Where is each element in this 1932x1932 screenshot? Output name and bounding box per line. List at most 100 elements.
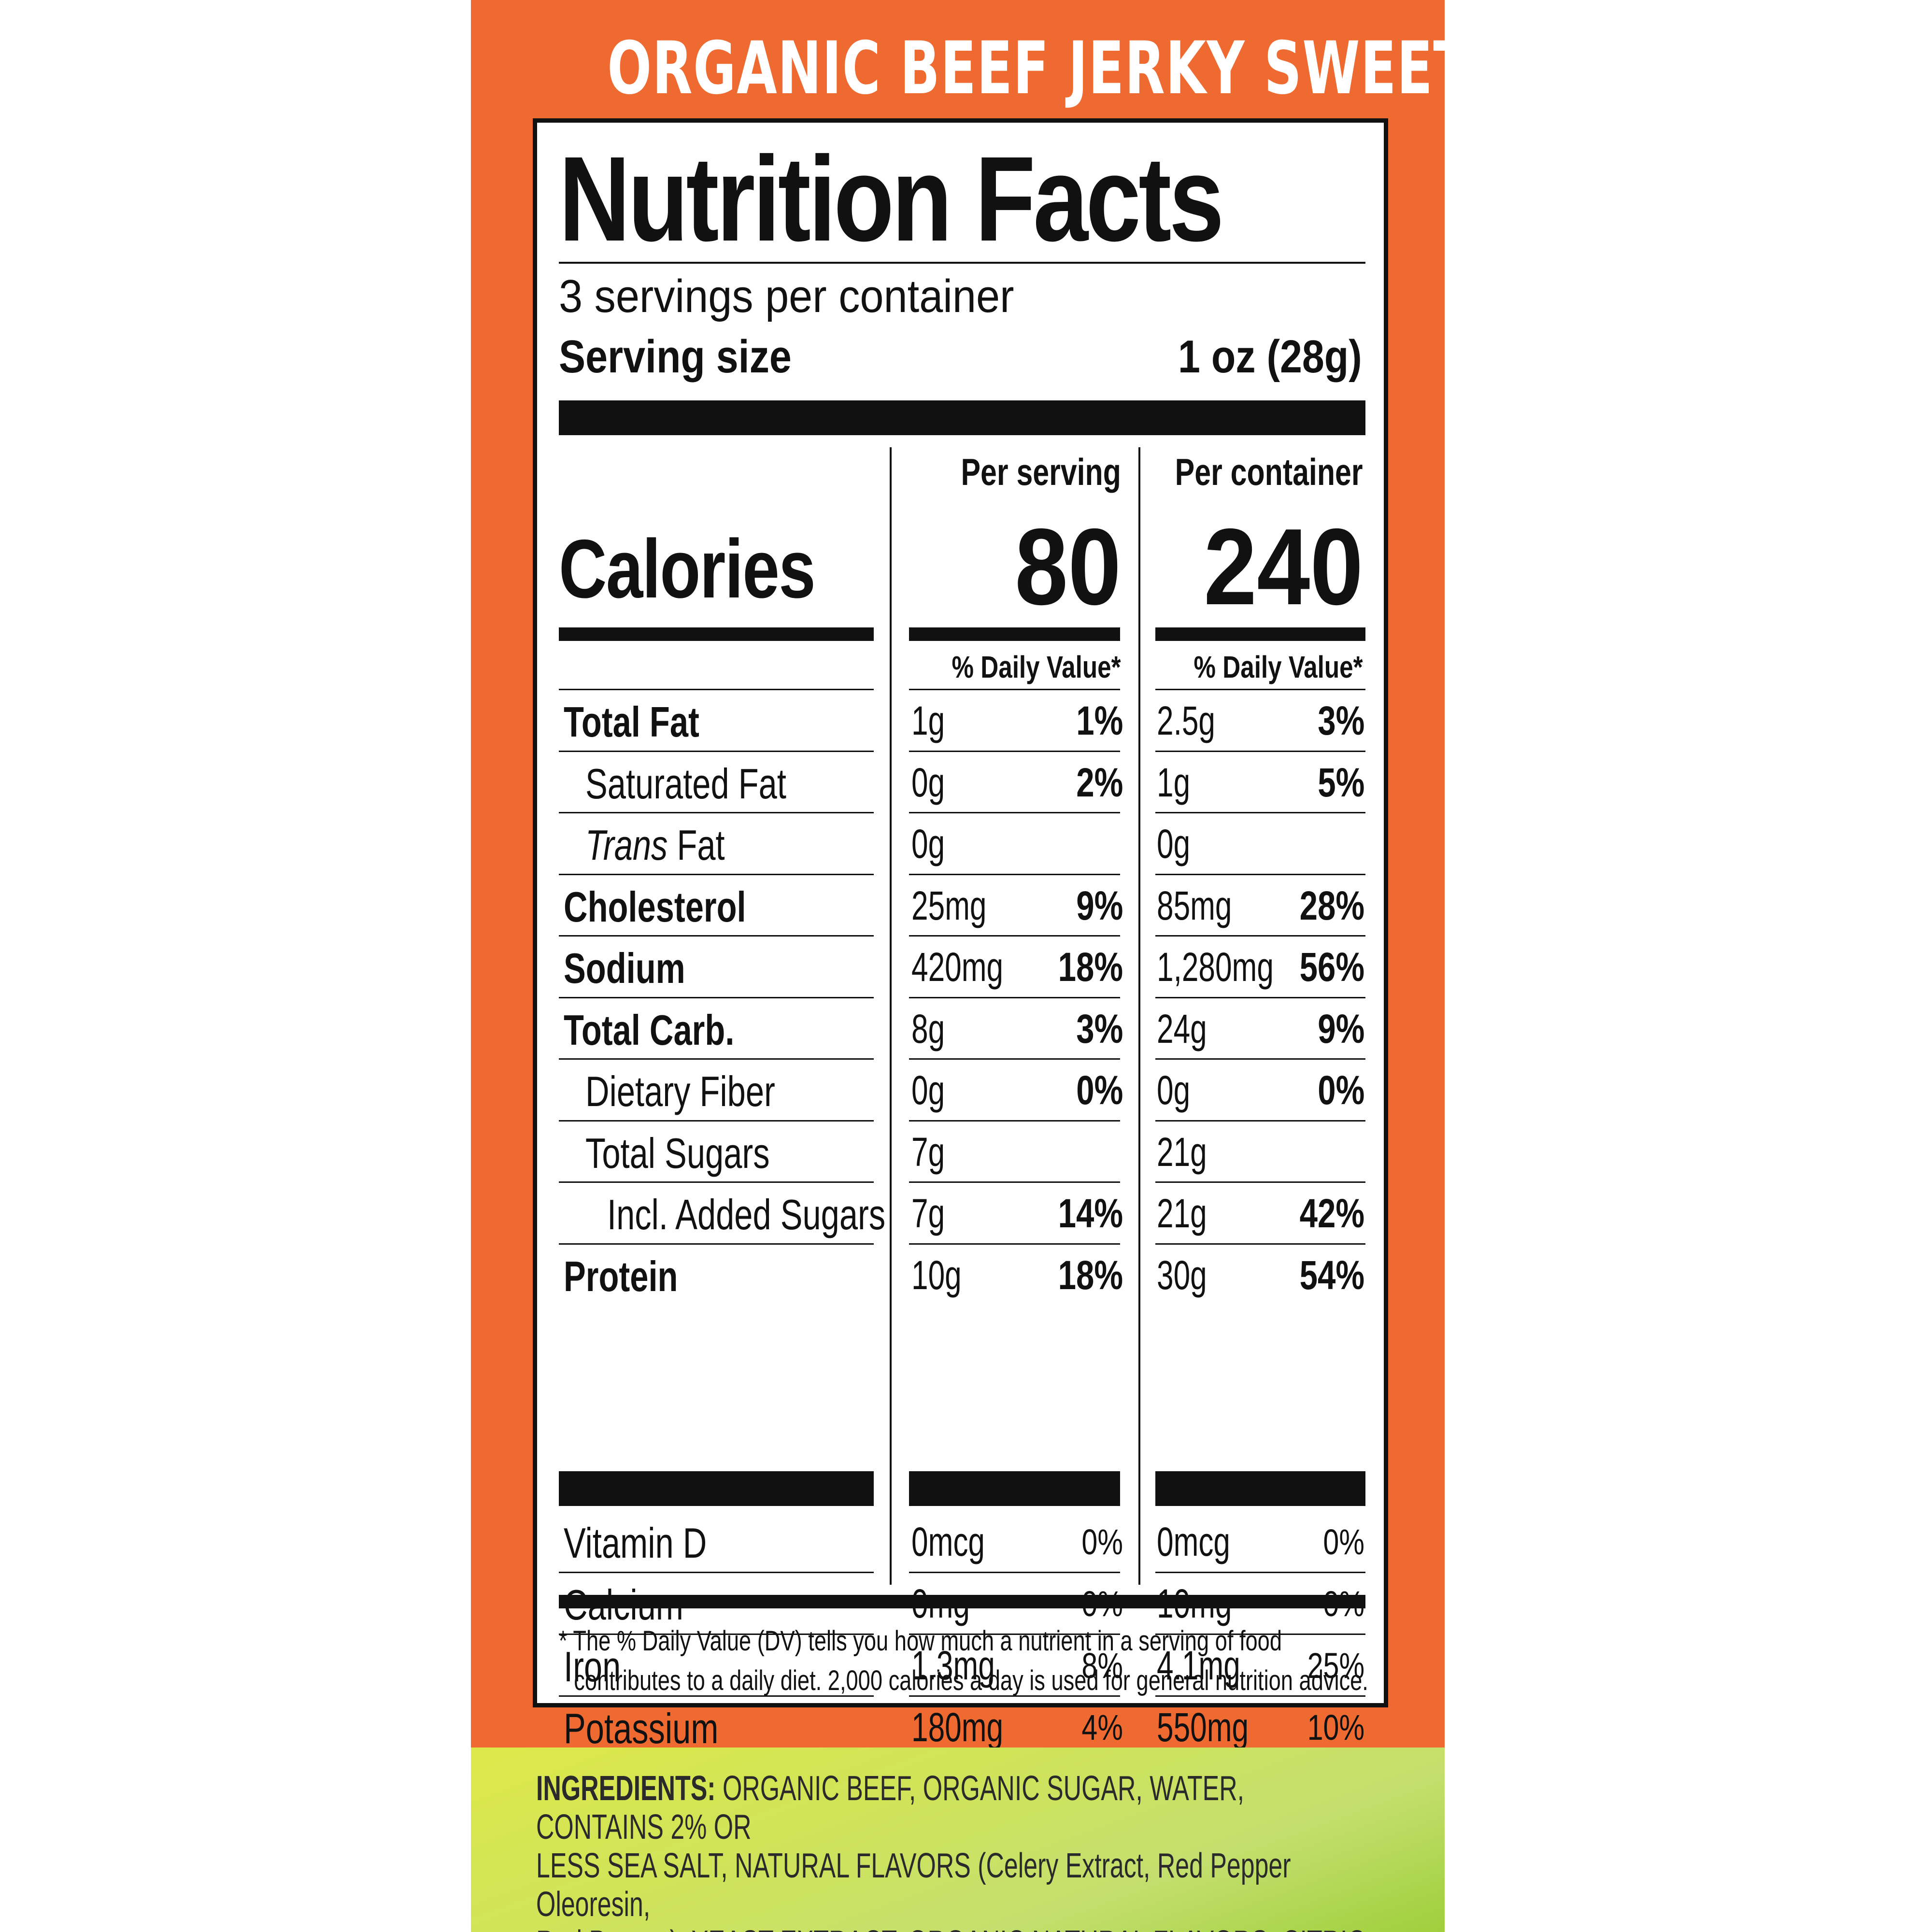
row-rule (909, 812, 1120, 813)
nutrient-name-protein: Protein (564, 1252, 678, 1300)
row-rule (1155, 873, 1365, 875)
total-fat-dv-container: 3% (1317, 698, 1364, 743)
sodium-dv-container: 56% (1299, 944, 1365, 990)
total-carb-dv-container: 9% (1317, 1006, 1364, 1051)
vitamin-bar-3 (1155, 1471, 1365, 1506)
row-rule (909, 1058, 1120, 1060)
cholesterol-amount-serving: 25mg (911, 882, 987, 928)
servings-per-container: 3 servings per container (559, 270, 1014, 322)
daily-value-footnote: * The % Daily Value (DV) tells you how m… (559, 1621, 1368, 1701)
row-rule (909, 750, 1120, 752)
row-rule (1155, 1634, 1365, 1635)
serving-size-label: Serving size (559, 331, 792, 383)
nutrient-name-total-fat: Total Fat (564, 698, 699, 746)
trans-italic: Trans (585, 821, 668, 869)
added-sugars-amount-container: 21g (1157, 1191, 1207, 1236)
row-rule (909, 1120, 1120, 1122)
row-rule (559, 1181, 874, 1183)
vitamin-bar-1 (559, 1471, 874, 1506)
vitamin-name-iron: Iron (564, 1643, 621, 1690)
row-rule (909, 1572, 1120, 1573)
potassium-amount-container: 550mg (1157, 1705, 1249, 1750)
title-rule (559, 262, 1365, 264)
saturated-fat-amount-serving: 0g (911, 759, 945, 805)
row-rule (1155, 1572, 1365, 1573)
row-rule (909, 1695, 1120, 1697)
nutrient-name-sodium: Sodium (564, 944, 685, 992)
cholesterol-dv-serving: 9% (1076, 882, 1123, 928)
protein-amount-container: 30g (1157, 1252, 1207, 1298)
column-divider-1 (890, 447, 892, 1585)
trans-rest: Fat (668, 821, 725, 869)
nutrient-name-cholesterol: Cholesterol (564, 882, 746, 931)
ingredients-panel: INGREDIENTS: ORGANIC BEEF, ORGANIC SUGAR… (471, 1747, 1445, 1932)
protein-dv-container: 54% (1299, 1252, 1365, 1298)
nutrient-name-saturated-fat: Saturated Fat (585, 759, 786, 808)
vitamin-d-amount-serving: 0mcg (911, 1519, 985, 1564)
row-rule (559, 689, 874, 690)
trans-fat-amount-serving: 0g (911, 821, 945, 867)
protein-dv-serving: 18% (1058, 1252, 1123, 1298)
thick-bar (559, 400, 1365, 435)
row-rule (909, 873, 1120, 875)
row-rule (909, 1181, 1120, 1183)
row-rule (559, 1243, 874, 1245)
potassium-amount-serving: 180mg (911, 1705, 1004, 1750)
serving-size-value: 1 oz (28g) (1178, 331, 1362, 383)
saturated-fat-dv-serving: 2% (1076, 759, 1123, 805)
row-rule (1155, 935, 1365, 937)
row-rule (1155, 1181, 1365, 1183)
row-rule (1155, 1243, 1365, 1245)
daily-value-header-serving: % Daily Value* (952, 650, 1121, 684)
total-sugars-amount-serving: 7g (911, 1129, 945, 1175)
row-rule (559, 1695, 874, 1697)
calories-label: Calories (559, 523, 816, 615)
calories-bar-3 (1155, 627, 1365, 641)
calories-per-container: 240 (1203, 506, 1363, 627)
calories-bar-1 (559, 627, 874, 641)
row-rule (909, 996, 1120, 998)
total-fat-amount-container: 2.5g (1157, 698, 1215, 743)
added-sugars-amount-serving: 7g (911, 1191, 945, 1236)
row-rule (559, 750, 874, 752)
row-rule (1155, 1058, 1365, 1060)
row-rule (909, 689, 1120, 690)
total-fat-dv-serving: 1% (1076, 698, 1123, 743)
row-rule (559, 1058, 874, 1060)
calories-per-serving: 80 (1014, 506, 1121, 627)
row-rule (559, 812, 874, 813)
vitamin-d-dv-container: 0% (1323, 1522, 1364, 1562)
bottom-bar (559, 1595, 1365, 1608)
iron-amount-container: 4.1mg (1157, 1643, 1240, 1688)
daily-value-header-container: % Daily Value* (1193, 650, 1363, 684)
total-carb-amount-container: 24g (1157, 1006, 1207, 1051)
saturated-fat-dv-container: 5% (1317, 759, 1364, 805)
column-divider-2 (1138, 447, 1140, 1585)
nutrient-name-trans-fat: Trans Fat (585, 821, 725, 870)
nutrition-facts-label: Nutrition Facts 3 servings per container… (533, 118, 1388, 1752)
vitamin-d-dv-serving: 0% (1081, 1522, 1123, 1562)
row-rule (909, 1634, 1120, 1635)
dietary-fiber-amount-serving: 0g (911, 1067, 945, 1113)
iron-dv-container: 25% (1307, 1646, 1364, 1686)
vitamin-bar-2 (909, 1471, 1120, 1506)
ingredients-text: INGREDIENTS: ORGANIC BEEF, ORGANIC SUGAR… (536, 1769, 1371, 1932)
ingredients-line-2: LESS SEA SALT, NATURAL FLAVORS (Celery E… (536, 1847, 1291, 1924)
total-fat-amount-serving: 1g (911, 698, 945, 743)
total-sugars-amount-container: 21g (1157, 1129, 1207, 1175)
row-rule (559, 1572, 874, 1573)
per-container-header: Per container (1175, 451, 1363, 493)
row-rule (909, 935, 1120, 937)
sodium-amount-serving: 420mg (911, 944, 1004, 990)
nutrient-name-dietary-fiber: Dietary Fiber (585, 1067, 775, 1115)
row-rule (559, 1634, 874, 1635)
nutrient-name-total-carb: Total Carb. (564, 1006, 735, 1054)
dietary-fiber-amount-container: 0g (1157, 1067, 1191, 1113)
ingredients-line-3: Red Pepper), YEAST EXTRACT, ORGANIC NATU… (536, 1924, 1371, 1932)
nutrient-name-added-sugars: Incl. Added Sugars (607, 1191, 886, 1238)
added-sugars-dv-serving: 14% (1058, 1191, 1123, 1236)
row-rule (559, 873, 874, 875)
row-rule (1155, 996, 1365, 998)
row-rule (909, 1243, 1120, 1245)
nutrient-name-total-sugars: Total Sugars (585, 1129, 770, 1177)
